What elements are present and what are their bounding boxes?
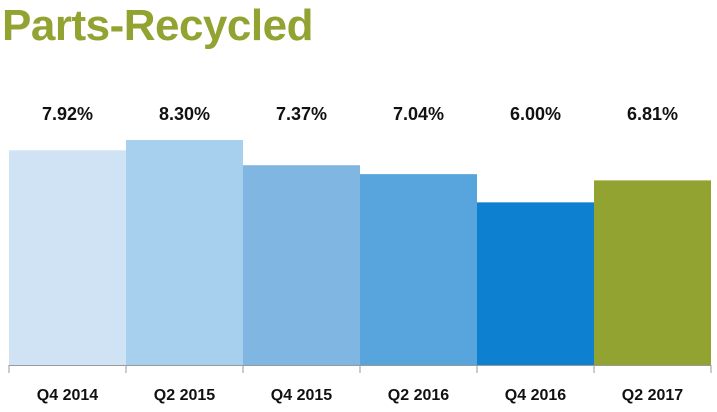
- data-label: 7.37%: [276, 104, 327, 124]
- bar-q4-2016: [477, 202, 594, 365]
- chart-title: Parts-Recycled: [2, 1, 313, 50]
- data-label: 7.04%: [393, 104, 444, 124]
- x-tick-label: Q4 2016: [505, 387, 566, 404]
- bar-q2-2016: [360, 174, 477, 365]
- data-label: 6.00%: [510, 104, 561, 124]
- data-label: 8.30%: [159, 104, 210, 124]
- bar-q4-2015: [243, 165, 360, 365]
- bar-q2-2017: [594, 180, 711, 365]
- bar-q2-2015: [126, 140, 243, 365]
- x-tick-label: Q4 2014: [37, 387, 98, 404]
- data-label: 7.92%: [42, 104, 93, 124]
- x-tick-label: Q2 2016: [388, 387, 449, 404]
- x-tick-label: Q4 2015: [271, 387, 332, 404]
- x-tick-label: Q2 2015: [154, 387, 215, 404]
- data-label: 6.81%: [627, 104, 678, 124]
- bar-q4-2014: [9, 150, 126, 365]
- x-tick-label: Q2 2017: [622, 387, 683, 404]
